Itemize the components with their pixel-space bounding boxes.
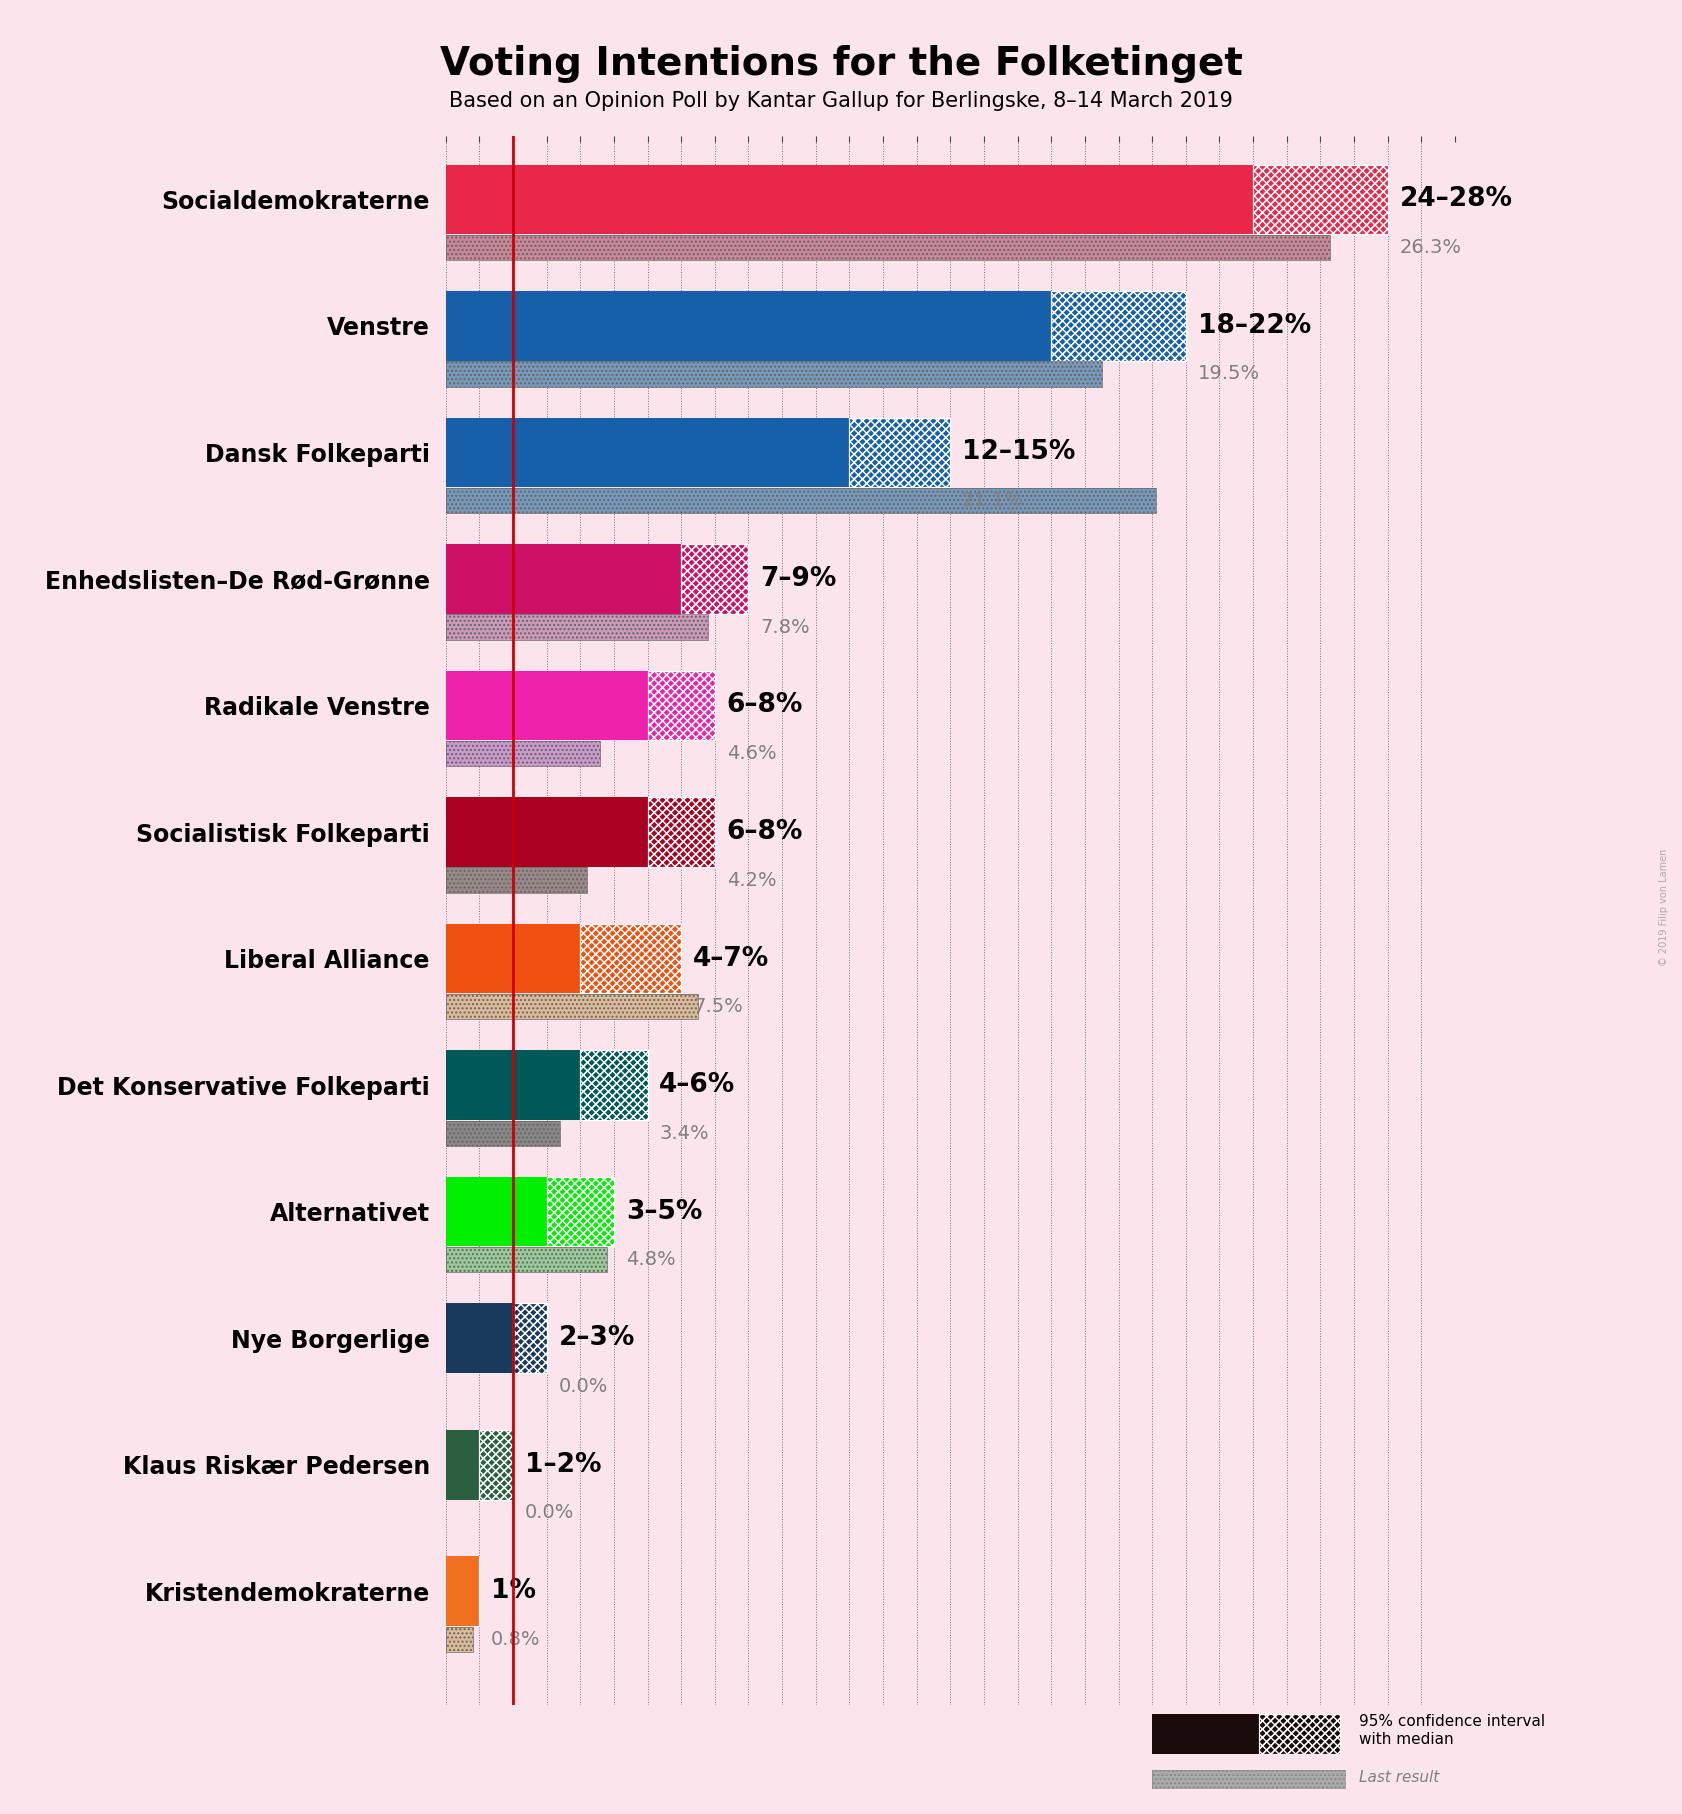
Bar bbox=[648, 796, 715, 867]
Text: Voting Intentions for the Folketinget: Voting Intentions for the Folketinget bbox=[439, 45, 1243, 83]
Bar bbox=[446, 671, 648, 740]
Bar bbox=[446, 867, 587, 892]
Bar bbox=[446, 1556, 479, 1625]
Text: 12–15%: 12–15% bbox=[962, 439, 1075, 466]
Bar bbox=[446, 923, 580, 994]
Bar bbox=[446, 544, 681, 613]
Text: 1–2%: 1–2% bbox=[525, 1451, 600, 1478]
Bar bbox=[1253, 165, 1388, 234]
Text: 6–8%: 6–8% bbox=[727, 820, 802, 845]
Text: © 2019 Filip von Lamen: © 2019 Filip von Lamen bbox=[1658, 849, 1669, 965]
Text: 7–9%: 7–9% bbox=[760, 566, 836, 591]
Bar bbox=[446, 165, 1253, 234]
Bar bbox=[681, 544, 748, 613]
Text: Based on an Opinion Poll by Kantar Gallup for Berlingske, 8–14 March 2019: Based on an Opinion Poll by Kantar Gallu… bbox=[449, 91, 1233, 111]
Bar bbox=[1051, 290, 1186, 361]
Bar bbox=[1152, 1714, 1258, 1754]
Text: 0.8%: 0.8% bbox=[491, 1629, 540, 1649]
Bar bbox=[446, 1304, 513, 1373]
Bar bbox=[580, 1050, 648, 1119]
Bar bbox=[446, 994, 698, 1019]
Bar bbox=[547, 1177, 614, 1246]
Bar bbox=[681, 544, 748, 613]
Bar bbox=[446, 994, 698, 1019]
Bar bbox=[1253, 165, 1388, 234]
Bar bbox=[1253, 165, 1388, 234]
Bar bbox=[446, 234, 1330, 259]
Text: 19.5%: 19.5% bbox=[1198, 365, 1260, 383]
Bar bbox=[648, 671, 715, 740]
Bar bbox=[1258, 1714, 1341, 1754]
Text: 6–8%: 6–8% bbox=[727, 693, 802, 718]
Bar bbox=[513, 1304, 547, 1373]
Bar bbox=[648, 796, 715, 867]
Bar bbox=[580, 1050, 648, 1119]
Bar bbox=[513, 1304, 547, 1373]
Bar bbox=[849, 417, 950, 488]
Bar bbox=[446, 1177, 547, 1246]
Bar bbox=[648, 796, 715, 867]
Bar bbox=[446, 1627, 473, 1653]
Bar bbox=[547, 1177, 614, 1246]
Bar bbox=[446, 740, 600, 766]
Text: 4–6%: 4–6% bbox=[659, 1072, 735, 1097]
Bar bbox=[648, 671, 715, 740]
Text: 4–7%: 4–7% bbox=[693, 945, 769, 972]
Bar bbox=[446, 488, 1156, 513]
Bar bbox=[446, 290, 1051, 361]
Text: 21.1%: 21.1% bbox=[962, 492, 1024, 510]
Bar bbox=[446, 417, 849, 488]
Bar bbox=[479, 1429, 513, 1500]
Text: 18–22%: 18–22% bbox=[1198, 312, 1310, 339]
Text: 3.4%: 3.4% bbox=[659, 1123, 710, 1143]
Bar bbox=[446, 867, 587, 892]
Bar bbox=[1258, 1714, 1341, 1754]
Text: 3–5%: 3–5% bbox=[626, 1199, 701, 1224]
Bar bbox=[513, 1304, 547, 1373]
Text: 4.2%: 4.2% bbox=[727, 871, 777, 889]
Text: Last result: Last result bbox=[1359, 1770, 1440, 1785]
Bar bbox=[479, 1429, 513, 1500]
Bar bbox=[446, 1429, 479, 1500]
Bar bbox=[580, 923, 681, 994]
Bar bbox=[446, 796, 648, 867]
Bar bbox=[446, 615, 708, 640]
Bar bbox=[446, 615, 708, 640]
Bar bbox=[446, 361, 1102, 386]
Bar bbox=[446, 234, 1330, 259]
Bar bbox=[446, 361, 1102, 386]
Bar bbox=[1051, 290, 1186, 361]
Bar bbox=[446, 740, 600, 766]
Bar bbox=[446, 1627, 473, 1653]
Text: 2–3%: 2–3% bbox=[558, 1326, 634, 1351]
Bar bbox=[580, 923, 681, 994]
Bar bbox=[446, 1246, 607, 1272]
Text: 1%: 1% bbox=[491, 1578, 537, 1604]
Text: 7.8%: 7.8% bbox=[760, 617, 811, 637]
Bar bbox=[446, 488, 1156, 513]
Bar bbox=[648, 671, 715, 740]
Bar bbox=[446, 1246, 607, 1272]
Text: 26.3%: 26.3% bbox=[1399, 238, 1462, 258]
Text: 7.5%: 7.5% bbox=[693, 998, 743, 1016]
Text: 0.0%: 0.0% bbox=[525, 1504, 574, 1522]
Text: 0.0%: 0.0% bbox=[558, 1377, 607, 1395]
Bar bbox=[580, 923, 681, 994]
Bar bbox=[446, 1121, 560, 1146]
Text: 4.6%: 4.6% bbox=[727, 744, 777, 764]
Bar bbox=[1258, 1714, 1341, 1754]
Bar bbox=[446, 1121, 560, 1146]
Bar bbox=[681, 544, 748, 613]
Bar bbox=[849, 417, 950, 488]
Bar bbox=[1051, 290, 1186, 361]
Text: 4.8%: 4.8% bbox=[626, 1250, 676, 1270]
Bar bbox=[446, 1050, 580, 1119]
Text: 24–28%: 24–28% bbox=[1399, 187, 1512, 212]
Bar bbox=[479, 1429, 513, 1500]
Bar bbox=[547, 1177, 614, 1246]
Bar bbox=[580, 1050, 648, 1119]
Bar bbox=[849, 417, 950, 488]
Text: 95% confidence interval
with median: 95% confidence interval with median bbox=[1359, 1714, 1546, 1747]
